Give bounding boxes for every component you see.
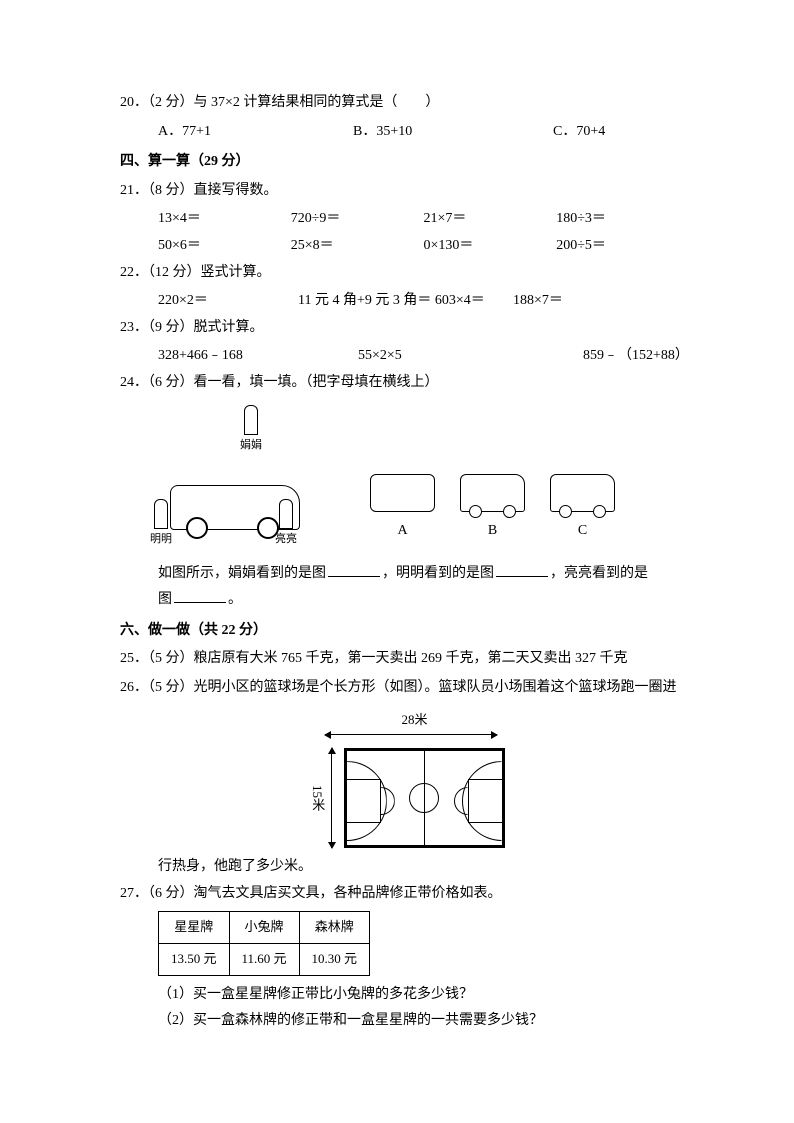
q22-text: 22．（12 分）竖式计算。 <box>120 260 689 287</box>
td-b: 11.60 元 <box>229 944 299 976</box>
q21-r2-a: 50×6＝ <box>158 233 291 260</box>
car-options: A B C <box>370 405 615 555</box>
th-b: 小兔牌 <box>229 912 299 944</box>
car-scene: 娟娟 明明 亮亮 <box>140 405 340 550</box>
q22-row: 220×2＝ 11 元 4 角+9 元 3 角＝ 603×4＝ 188×7＝ <box>120 288 689 315</box>
th-a: 星星牌 <box>159 912 230 944</box>
q24-figure: 娟娟 明明 亮亮 A B C <box>140 405 660 555</box>
q22-b: 11 元 4 角+9 元 3 角＝ 603×4＝ <box>298 288 513 315</box>
court-arrow-v <box>331 748 341 848</box>
q21-row1: 13×4＝ 720÷9＝ 21×7＝ 180÷3＝ <box>120 206 689 233</box>
q20-options: A．77+1 B．35+10 C．70+4 <box>120 119 689 146</box>
q21-text: 21．（8 分）直接写得数。 <box>120 178 689 205</box>
q21-r2-c: 0×130＝ <box>424 233 557 260</box>
q22-d: 188×7＝ <box>513 288 653 315</box>
person-ming: 明明 <box>150 499 172 550</box>
court-height-label: 15米 <box>305 785 330 811</box>
q20-opt-a: A．77+1 <box>158 119 353 146</box>
court-arrow-h <box>325 734 497 746</box>
blank-3[interactable] <box>174 587 226 603</box>
q20-text: 20．（2 分）与 37×2 计算结果相同的算式是（ ） <box>120 90 689 117</box>
th-c: 森林牌 <box>299 912 370 944</box>
section6-header: 六、做一做（共 22 分） <box>120 618 689 645</box>
section4-header: 四、算一算（29 分） <box>120 149 689 176</box>
q21-r1-c: 21×7＝ <box>424 206 557 233</box>
q27-sub2: （2）买一盒森林牌的修正带和一盒星星牌的一共需要多少钱？ <box>120 1008 689 1035</box>
q25-text: 25．（5 分）粮店原有大米 765 千克，第一天卖出 269 千克，第二天又卖… <box>120 646 689 673</box>
q24-fill-line2: 图。 <box>120 587 689 614</box>
q20-opt-b: B．35+10 <box>353 119 553 146</box>
q21-r1-d: 180÷3＝ <box>556 206 689 233</box>
q23-b: 55×2×5 <box>358 343 583 370</box>
q27-sub1: （1）买一盒星星牌修正带比小兔牌的多花多少钱？ <box>120 982 689 1009</box>
table-row: 星星牌 小兔牌 森林牌 <box>159 912 370 944</box>
q21-row2: 50×6＝ 25×8＝ 0×130＝ 200÷5＝ <box>120 233 689 260</box>
td-a: 13.50 元 <box>159 944 230 976</box>
court-width-label: 28米 <box>325 708 505 733</box>
q23-row: 328+466﹣168 55×2×5 859﹣（152+88） <box>120 343 689 370</box>
q23-text: 23．（9 分）脱式计算。 <box>120 315 689 342</box>
td-c: 10.30 元 <box>299 944 370 976</box>
q21-r2-b: 25×8＝ <box>291 233 424 260</box>
q27-text: 27．（6 分）淘气去文具店买文具，各种品牌修正带价格如表。 <box>120 881 689 908</box>
q24-fill-line1: 如图所示，娟娟看到的是图，明明看到的是图，亮亮看到的是 <box>120 561 689 588</box>
q23-c: 859﹣（152+88） <box>583 343 689 370</box>
car-a: A <box>370 474 435 545</box>
q20-opt-c: C．70+4 <box>553 119 605 146</box>
table-row: 13.50 元 11.60 元 10.30 元 <box>159 944 370 976</box>
q24-text: 24．（6 分）看一看，填一填。（把字母填在横线上） <box>120 370 689 397</box>
court-figure: 28米 15米 <box>120 708 689 849</box>
q21-r1-a: 13×4＝ <box>158 206 291 233</box>
blank-2[interactable] <box>496 561 548 577</box>
court-rect <box>344 748 505 848</box>
q26-tail: 行热身，他跑了多少米。 <box>120 854 689 881</box>
q22-a: 220×2＝ <box>158 288 298 315</box>
q26-text: 26．（5 分）光明小区的篮球场是个长方形（如图）。篮球队员小场围着这个篮球场跑… <box>120 675 689 702</box>
person-liang: 亮亮 <box>275 499 297 550</box>
q23-a: 328+466﹣168 <box>158 343 358 370</box>
price-table: 星星牌 小兔牌 森林牌 13.50 元 11.60 元 10.30 元 <box>158 911 370 975</box>
car-b: B <box>460 474 525 545</box>
car-c: C <box>550 474 615 545</box>
q21-r1-b: 720÷9＝ <box>291 206 424 233</box>
person-juan: 娟娟 <box>240 405 262 456</box>
blank-1[interactable] <box>328 561 380 577</box>
q21-r2-d: 200÷5＝ <box>556 233 689 260</box>
